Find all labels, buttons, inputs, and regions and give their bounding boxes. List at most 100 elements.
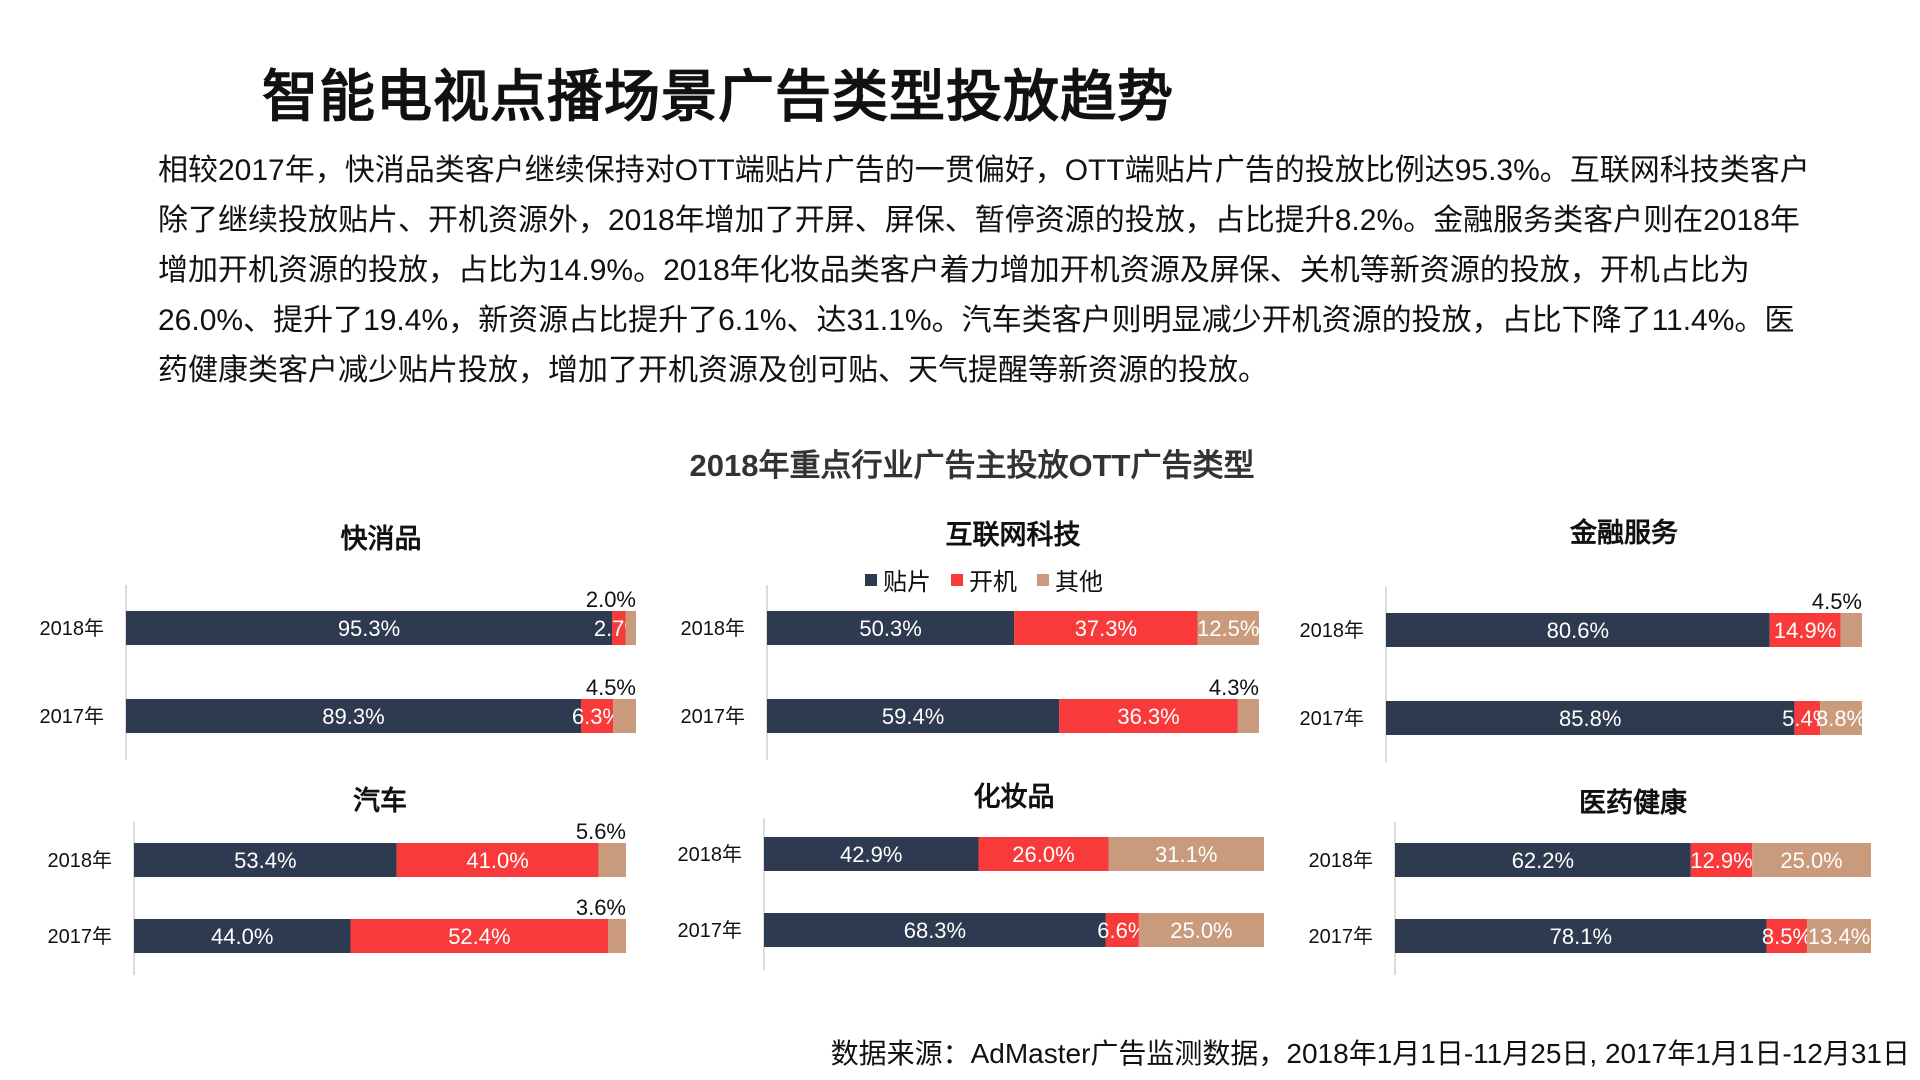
data-label: 14.9% [1774,618,1836,643]
data-label: 26.0% [1012,842,1074,867]
data-label: 52.4% [448,924,510,949]
year-label: 2017年 [40,705,105,728]
bar-segment [625,611,636,645]
year-label: 2018年 [40,617,105,640]
chart-legend: 贴片 开机 其他 [865,562,1103,597]
year-label: 2018年 [48,849,113,872]
year-label: 2018年 [678,843,743,866]
panel-title: 医药健康 [1579,787,1688,818]
bar-segment [608,919,626,953]
data-label: 12.9% [1690,848,1752,873]
year-label: 2018年 [681,617,746,640]
legend-label-tiepian: 贴片 [883,569,931,596]
legend-label-kaiji: 开机 [969,569,1017,596]
data-label: 68.3% [904,918,966,943]
bar-segment [134,843,397,877]
data-label: 41.0% [466,848,528,873]
data-source-note: 数据来源：AdMaster广告监测数据，2018年1月1日-11月25日, 20… [830,1038,1910,1069]
legend-item-qita: 其他 [1037,562,1103,597]
data-label: 2.0% [586,587,636,612]
bar-segment [396,843,599,877]
data-label: 36.3% [1117,704,1179,729]
bar-segment [1386,613,1770,647]
data-label: 13.4% [1808,924,1870,949]
year-label: 2018年 [1300,619,1365,642]
data-label: 25.0% [1780,848,1842,873]
page-title: 智能电视点播场景广告类型投放趋势 [262,65,1174,128]
legend-swatch-kaiji [951,573,963,586]
bar-segment [1766,919,1808,953]
data-label: 44.0% [211,924,273,949]
data-label: 50.3% [859,616,921,641]
bar-segment [1690,843,1753,877]
year-label: 2017年 [1309,925,1374,948]
data-label: 31.1% [1155,842,1217,867]
legend-item-tiepian: 贴片 [865,562,931,597]
bar-segment [1820,701,1862,735]
bar-segment [1769,613,1841,647]
data-label: 3.6% [576,895,626,920]
panel-title: 金融服务 [1569,517,1678,548]
bar-segment [1197,611,1259,645]
legend-item-kaiji: 开机 [951,562,1017,597]
legend-label-qita: 其他 [1055,569,1103,596]
data-label: 2.7% [594,616,644,641]
data-label: 80.6% [1547,618,1609,643]
intro-paragraph: 相较2017年，快消品类客户继续保持对OTT端贴片广告的一贯偏好，OTT端贴片广… [158,154,1810,387]
data-label: 25.0% [1170,918,1232,943]
legend-swatch-tiepian [865,573,877,586]
bar-segment [764,837,979,871]
data-label: 4.5% [1812,589,1862,614]
bar-segment [598,843,626,877]
bar-segment [1395,843,1691,877]
data-label: 8.5% [1762,924,1812,949]
bar-segment [1108,837,1264,871]
bar-segment [612,611,626,645]
bar-segment [1794,701,1821,735]
bar-segment [580,699,614,733]
data-label: 4.5% [586,675,636,700]
bar-segment [1105,913,1139,947]
data-label: 4.3% [1209,675,1259,700]
data-label: 89.3% [322,704,384,729]
bar-segment [613,699,636,733]
bar-segment [1807,919,1871,953]
data-label: 95.3% [338,616,400,641]
data-label: 8.8% [1816,706,1866,731]
panel-title: 汽车 [353,785,407,816]
chart-title: 2018年重点行业广告主投放OTT广告类型 [689,448,1255,483]
bar-segment [767,699,1060,733]
bar-segment [1840,613,1862,647]
panel-title: 互联网科技 [946,520,1081,550]
panel-title: 化妆品 [974,782,1055,812]
year-label: 2018年 [1309,849,1374,872]
data-label: 62.2% [1512,848,1574,873]
data-label: 5.6% [576,819,626,844]
bar-segment [350,919,609,953]
bar-segment [1138,913,1264,947]
bar-segment [126,611,613,645]
bar-segment [978,837,1109,871]
year-label: 2017年 [678,919,743,942]
bar-segment [1014,611,1198,645]
data-label: 37.3% [1075,616,1137,641]
data-label: 53.4% [234,848,296,873]
bar-segment [126,699,581,733]
data-label: 78.1% [1550,924,1612,949]
year-label: 2017年 [681,705,746,728]
data-label: 42.9% [840,842,902,867]
bar-segment [1395,919,1767,953]
bar-segment [767,611,1015,645]
legend-swatch-qita [1037,573,1049,586]
bar-segment [134,919,351,953]
data-label: 59.4% [882,704,944,729]
bar-segment [764,913,1106,947]
bar-segment [1237,699,1259,733]
year-label: 2017年 [1300,707,1365,730]
bar-segment [1386,701,1795,735]
bar-segment [1059,699,1238,733]
bar-segment [1752,843,1871,877]
panel-title: 快消品 [341,524,422,554]
year-label: 2017年 [48,925,113,948]
